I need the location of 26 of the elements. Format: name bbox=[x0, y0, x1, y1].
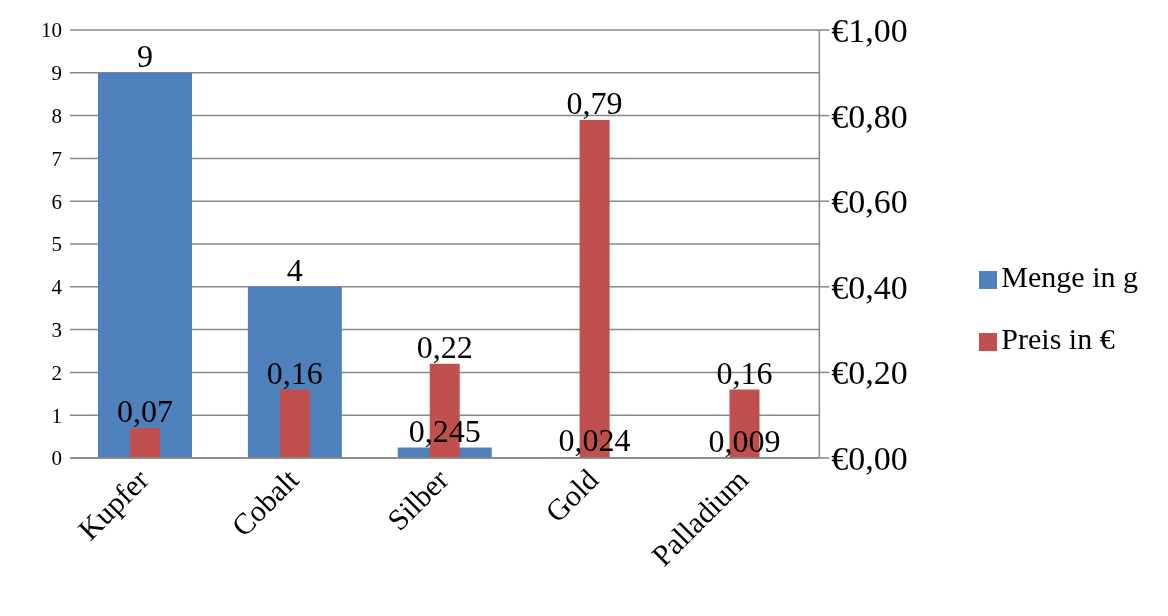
y-tick-label: 2 bbox=[51, 360, 62, 385]
data-label: 0,22 bbox=[416, 328, 473, 365]
y-tick-label: 1 bbox=[51, 403, 62, 428]
y-tick-label: 10 bbox=[41, 18, 62, 43]
y-tick-label: 8 bbox=[51, 104, 62, 129]
data-label: 0,16 bbox=[266, 354, 323, 391]
data-label: 0,16 bbox=[716, 354, 773, 391]
y2-tick-label: €0,40 bbox=[831, 268, 908, 306]
y-tick-label: 7 bbox=[51, 146, 62, 171]
y2-tick-label: €0,60 bbox=[831, 183, 908, 221]
y-tick-label: 0 bbox=[51, 446, 62, 471]
data-label: 4 bbox=[286, 251, 303, 288]
y2-tick-label: €0,20 bbox=[831, 354, 908, 392]
legend-label: Preis in € bbox=[1001, 322, 1115, 355]
y-tick-label: 3 bbox=[51, 318, 62, 343]
y-tick-label: 9 bbox=[51, 61, 62, 86]
y2-tick-label: €1,00 bbox=[831, 12, 908, 50]
y2-tick-label: €0,80 bbox=[831, 97, 908, 135]
y-tick-label: 5 bbox=[51, 232, 62, 257]
data-label: 9 bbox=[137, 37, 153, 74]
data-label: 0,79 bbox=[566, 84, 623, 121]
legend-label: Menge in g bbox=[1001, 260, 1138, 293]
y-tick-label: 4 bbox=[51, 275, 63, 300]
y-tick-label: 6 bbox=[51, 189, 62, 214]
data-label: 0,07 bbox=[117, 393, 173, 430]
y2-tick-label: €0,00 bbox=[831, 440, 908, 478]
